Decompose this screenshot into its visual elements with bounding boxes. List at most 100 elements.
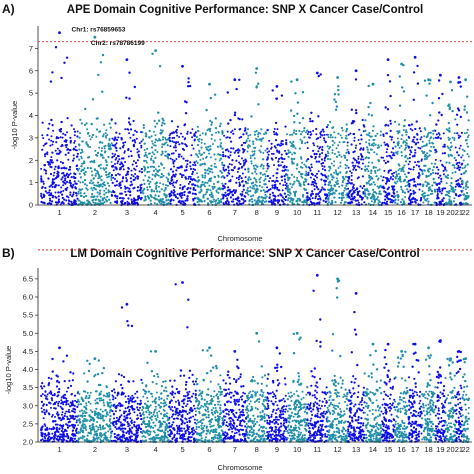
snp-point bbox=[266, 158, 268, 161]
snp-point bbox=[302, 193, 305, 197]
snp-point bbox=[119, 147, 122, 150]
snp-point bbox=[93, 159, 96, 162]
snp-point bbox=[433, 188, 436, 191]
snp-point bbox=[272, 130, 276, 133]
snp-point bbox=[406, 188, 409, 191]
snp-point bbox=[116, 197, 119, 200]
snp-point bbox=[323, 159, 326, 162]
snp-point bbox=[113, 139, 116, 142]
snp-point bbox=[345, 188, 348, 191]
snp-point bbox=[114, 184, 117, 187]
snp-point bbox=[361, 187, 364, 190]
snp-point bbox=[129, 177, 132, 180]
snp-point bbox=[118, 427, 121, 430]
snp-point bbox=[368, 151, 371, 154]
snp-point bbox=[157, 174, 160, 177]
snp-point bbox=[162, 136, 165, 139]
snp-point bbox=[118, 402, 121, 405]
snp-point bbox=[124, 141, 127, 144]
snp-point bbox=[431, 192, 434, 195]
snp-point bbox=[407, 146, 410, 149]
snp-point bbox=[236, 199, 239, 202]
snp-point bbox=[210, 168, 213, 171]
snp-point bbox=[312, 181, 315, 183]
snp-point bbox=[198, 200, 201, 203]
snp-point bbox=[59, 405, 62, 408]
snp-point bbox=[58, 201, 61, 203]
snp-point bbox=[352, 164, 355, 167]
snp-point bbox=[429, 188, 432, 191]
snp-point bbox=[148, 438, 151, 440]
snp-point bbox=[305, 166, 308, 169]
snp-point bbox=[417, 177, 420, 180]
snp-point bbox=[148, 185, 151, 188]
snp-point bbox=[231, 175, 234, 178]
snp-point bbox=[56, 412, 58, 415]
snp-point bbox=[91, 189, 94, 192]
snp-point bbox=[463, 105, 466, 108]
snp-point bbox=[290, 145, 293, 147]
snp-point bbox=[153, 144, 156, 147]
snp-point bbox=[148, 170, 151, 173]
snp-point bbox=[450, 202, 453, 205]
snp-point bbox=[328, 189, 331, 192]
snp-point bbox=[172, 152, 175, 155]
chromosome-peak-point bbox=[233, 78, 237, 82]
snp-point bbox=[142, 411, 145, 414]
snp-point bbox=[173, 165, 175, 168]
snp-point bbox=[330, 162, 333, 165]
snp-point bbox=[74, 399, 77, 402]
snp-point bbox=[389, 129, 392, 132]
snp-point bbox=[400, 151, 403, 154]
snp-point bbox=[230, 200, 233, 203]
snp-point bbox=[126, 186, 129, 189]
snp-point bbox=[86, 184, 88, 187]
snp-point bbox=[463, 108, 466, 111]
snp-point bbox=[437, 79, 441, 82]
snp-point bbox=[154, 134, 157, 137]
snp-point bbox=[132, 202, 136, 205]
snp-point bbox=[115, 428, 118, 430]
snp-point bbox=[109, 409, 112, 412]
snp-point bbox=[368, 132, 371, 135]
snp-point bbox=[451, 171, 454, 174]
snp-point bbox=[114, 146, 117, 149]
snp-point bbox=[52, 195, 55, 197]
snp-point bbox=[132, 175, 135, 178]
snp-point bbox=[458, 168, 461, 171]
snp-point bbox=[90, 179, 93, 182]
snp-point bbox=[62, 189, 65, 192]
snp-point bbox=[99, 438, 102, 441]
snp-point bbox=[163, 399, 166, 402]
snp-point bbox=[62, 180, 65, 183]
chromosome-peak-point bbox=[457, 76, 461, 79]
snp-point bbox=[216, 202, 219, 205]
snp-point bbox=[153, 374, 156, 378]
snp-point bbox=[466, 145, 469, 148]
snp-point bbox=[46, 192, 49, 194]
snp-point bbox=[209, 189, 212, 192]
snp-point bbox=[189, 431, 192, 434]
chromosome-10-points bbox=[286, 78, 309, 206]
snp-point bbox=[153, 411, 155, 414]
panel-a-points bbox=[40, 31, 470, 207]
snp-point bbox=[333, 160, 336, 163]
snp-point bbox=[379, 134, 382, 137]
snp-point bbox=[368, 174, 371, 177]
snp-point bbox=[61, 136, 64, 139]
snp-point bbox=[457, 164, 460, 167]
snp-point bbox=[451, 136, 454, 139]
snp-point bbox=[149, 350, 153, 353]
snp-point bbox=[91, 98, 95, 101]
snp-point bbox=[160, 425, 163, 428]
snp-point bbox=[48, 194, 51, 197]
snp-point bbox=[127, 402, 130, 405]
snp-point bbox=[47, 177, 50, 180]
snp-point bbox=[378, 168, 381, 171]
snp-point bbox=[120, 192, 123, 195]
snp-point bbox=[229, 179, 232, 181]
snp-point bbox=[288, 188, 291, 191]
snp-point bbox=[62, 132, 65, 135]
snp-point bbox=[319, 73, 322, 76]
snp-point bbox=[99, 432, 102, 435]
